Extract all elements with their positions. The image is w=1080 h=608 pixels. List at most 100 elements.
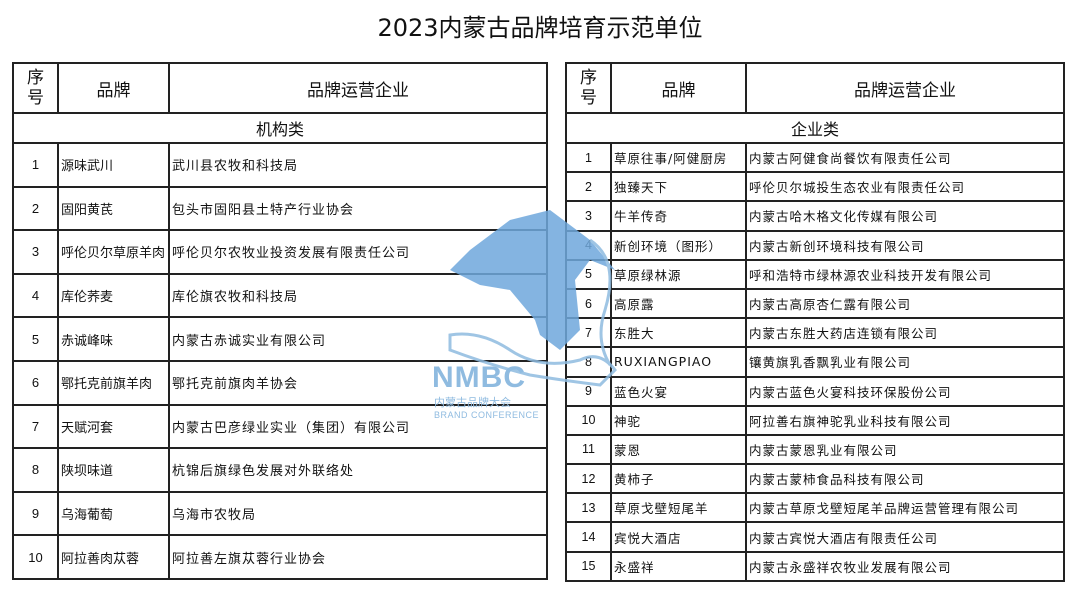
row-number: 3 — [12, 229, 59, 275]
operating-company: 镶黄旗乳香飘乳业有限公司 — [745, 346, 1065, 378]
table-row: 14 宾悦大酒店 内蒙古宾悦大酒店有限责任公司 — [565, 521, 1065, 553]
brand-name: 赤诚峰味 — [57, 316, 170, 362]
brand-name: 神驼 — [610, 404, 747, 436]
table-row: 2 固阳黄芪 包头市固阳县土特产行业协会 — [12, 185, 548, 232]
operating-company: 呼和浩特市绿林源农业科技开发有限公司 — [745, 258, 1065, 290]
brand-name: 草原绿林源 — [610, 258, 747, 290]
brand-name: 库伦荞麦 — [57, 272, 170, 319]
row-number: 10 — [12, 534, 59, 580]
operating-company: 内蒙古高原杏仁露有限公司 — [745, 287, 1065, 320]
brand-name: 鄂托克前旗羊肉 — [57, 359, 170, 406]
header-num: 序号 — [12, 62, 59, 114]
operating-company: 内蒙古草原戈壁短尾羊品牌运营管理有限公司 — [745, 492, 1065, 524]
row-number: 9 — [12, 490, 59, 537]
operating-company: 内蒙古巴彦绿业实业（集团）有限公司 — [168, 403, 548, 450]
operating-company: 乌海市农牧局 — [168, 490, 548, 537]
brand-name: 固阳黄芪 — [57, 185, 170, 232]
row-number: 11 — [565, 433, 612, 466]
row-number: 5 — [12, 316, 59, 362]
operating-company: 内蒙古蓝色火宴科技环保股份公司 — [745, 375, 1065, 407]
row-number: 5 — [565, 258, 612, 290]
row-number: 7 — [565, 317, 612, 349]
operating-company: 内蒙古新创环境科技有限公司 — [745, 229, 1065, 261]
table-row: 5 赤诚峰味 内蒙古赤诚实业有限公司 — [12, 316, 548, 362]
table-row: 2 独臻天下 呼伦贝尔城投生态农业有限责任公司 — [565, 171, 1065, 203]
operating-company: 内蒙古蒙柿食品科技有限公司 — [745, 463, 1065, 495]
brand-name: 蓝色火宴 — [610, 375, 747, 407]
row-number: 4 — [12, 272, 59, 319]
operating-company: 阿拉善右旗神驼乳业科技有限公司 — [745, 404, 1065, 436]
table-header: 序号 品牌 品牌运营企业 — [565, 62, 1065, 114]
table-row: 6 鄂托克前旗羊肉 鄂托克前旗肉羊协会 — [12, 359, 548, 406]
table-row: 1 草原往事/阿健厨房 内蒙古阿健食尚餐饮有限责任公司 — [565, 141, 1065, 174]
brand-name: 东胜大 — [610, 317, 747, 349]
table-row: 9 乌海葡萄 乌海市农牧局 — [12, 490, 548, 537]
table-row: 3 牛羊传奇 内蒙古哈木格文化传媒有限公司 — [565, 200, 1065, 232]
row-number: 10 — [565, 404, 612, 436]
operating-company: 武川县农牧和科技局 — [168, 142, 548, 188]
table-row: 6 高原露 内蒙古高原杏仁露有限公司 — [565, 287, 1065, 320]
operating-company: 内蒙古东胜大药店连锁有限公司 — [745, 317, 1065, 349]
operating-company: 内蒙古永盛祥农牧业发展有限公司 — [745, 550, 1065, 582]
table-row: 13 草原戈壁短尾羊 内蒙古草原戈壁短尾羊品牌运营管理有限公司 — [565, 492, 1065, 524]
table-row: 7 东胜大 内蒙古东胜大药店连锁有限公司 — [565, 317, 1065, 349]
brand-name: 宾悦大酒店 — [610, 521, 747, 553]
row-number: 7 — [12, 403, 59, 450]
brand-name: 呼伦贝尔草原羊肉 — [57, 229, 170, 275]
enterprise-table: 序号 品牌 品牌运营企业 企业类 1 草原往事/阿健厨房 内蒙古阿健食尚餐饮有限责任… — [565, 62, 1065, 582]
table-row: 3 呼伦贝尔草原羊肉 呼伦贝尔农牧业投资发展有限责任公司 — [12, 229, 548, 275]
brand-name: 天赋河套 — [57, 403, 170, 450]
table-row: 8 陕坝味道 杭锦后旗绿色发展对外联络处 — [12, 447, 548, 493]
row-number: 8 — [12, 447, 59, 493]
brand-name: 乌海葡萄 — [57, 490, 170, 537]
row-number: 2 — [12, 185, 59, 232]
header-brand: 品牌 — [57, 62, 170, 114]
operating-company: 鄂托克前旗肉羊协会 — [168, 359, 548, 406]
row-number: 8 — [565, 346, 612, 378]
category-label: 机构类 — [12, 112, 548, 144]
operating-company: 包头市固阳县土特产行业协会 — [168, 185, 548, 232]
brand-name: 陕坝味道 — [57, 447, 170, 493]
brand-name: 源味武川 — [57, 142, 170, 188]
operating-company: 内蒙古哈木格文化传媒有限公司 — [745, 200, 1065, 232]
table-row: 1 源味武川 武川县农牧和科技局 — [12, 142, 548, 188]
row-number: 13 — [565, 492, 612, 524]
table-row: 7 天赋河套 内蒙古巴彦绿业实业（集团）有限公司 — [12, 403, 548, 450]
header-num: 序号 — [565, 62, 612, 114]
brand-name: 黄柿子 — [610, 463, 747, 495]
brand-name: 蒙恩 — [610, 433, 747, 466]
table-row: 4 新创环境（图形） 内蒙古新创环境科技有限公司 — [565, 229, 1065, 261]
table-row: 11 蒙恩 内蒙古蒙恩乳业有限公司 — [565, 433, 1065, 466]
brand-name: 永盛祥 — [610, 550, 747, 582]
table-row: 12 黄柿子 内蒙古蒙柿食品科技有限公司 — [565, 463, 1065, 495]
table-row: 5 草原绿林源 呼和浩特市绿林源农业科技开发有限公司 — [565, 258, 1065, 290]
row-number: 9 — [565, 375, 612, 407]
category-label: 企业类 — [565, 112, 1065, 144]
header-company: 品牌运营企业 — [168, 62, 548, 114]
operating-company: 杭锦后旗绿色发展对外联络处 — [168, 447, 548, 493]
row-number: 14 — [565, 521, 612, 553]
operating-company: 内蒙古赤诚实业有限公司 — [168, 316, 548, 362]
operating-company: 呼伦贝尔城投生态农业有限责任公司 — [745, 171, 1065, 203]
brand-name: 新创环境（图形） — [610, 229, 747, 261]
row-number: 12 — [565, 463, 612, 495]
operating-company: 阿拉善左旗苁蓉行业协会 — [168, 534, 548, 580]
table-row: 9 蓝色火宴 内蒙古蓝色火宴科技环保股份公司 — [565, 375, 1065, 407]
brand-name: 独臻天下 — [610, 171, 747, 203]
table-row: 10 阿拉善肉苁蓉 阿拉善左旗苁蓉行业协会 — [12, 534, 548, 580]
brand-name: 阿拉善肉苁蓉 — [57, 534, 170, 580]
table-row: 10 神驼 阿拉善右旗神驼乳业科技有限公司 — [565, 404, 1065, 436]
row-number: 1 — [565, 141, 612, 174]
brand-name: RUXIANGPIAO — [610, 346, 747, 378]
brand-name: 牛羊传奇 — [610, 200, 747, 232]
row-number: 3 — [565, 200, 612, 232]
row-number: 15 — [565, 550, 612, 582]
brand-name: 草原戈壁短尾羊 — [610, 492, 747, 524]
header-brand: 品牌 — [610, 62, 747, 114]
row-number: 2 — [565, 171, 612, 203]
row-number: 6 — [12, 359, 59, 406]
row-number: 4 — [565, 229, 612, 261]
row-number: 1 — [12, 142, 59, 188]
operating-company: 呼伦贝尔农牧业投资发展有限责任公司 — [168, 229, 548, 275]
header-company: 品牌运营企业 — [745, 62, 1065, 114]
